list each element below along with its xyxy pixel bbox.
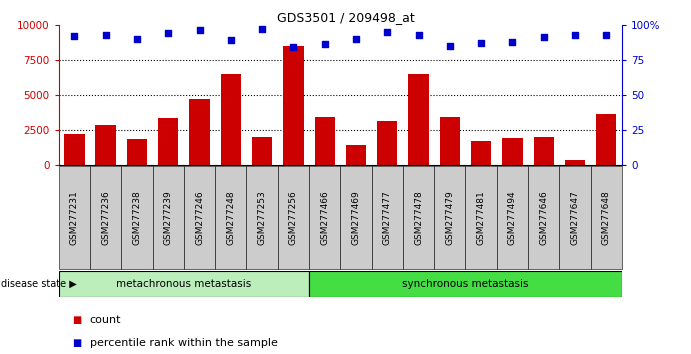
Text: GSM277246: GSM277246 <box>195 190 204 245</box>
Text: percentile rank within the sample: percentile rank within the sample <box>90 338 278 348</box>
Bar <box>340 166 372 269</box>
Text: GSM277646: GSM277646 <box>539 190 548 245</box>
Text: GSM277239: GSM277239 <box>164 190 173 245</box>
Point <box>100 32 111 38</box>
Bar <box>408 74 428 165</box>
Point <box>413 32 424 38</box>
Point <box>131 36 142 41</box>
Text: GDS3501 / 209498_at: GDS3501 / 209498_at <box>276 11 415 24</box>
Text: synchronous metastasis: synchronous metastasis <box>402 279 529 289</box>
Bar <box>126 139 147 165</box>
Bar <box>252 137 272 165</box>
Point <box>444 43 455 48</box>
Bar <box>122 166 153 269</box>
Bar <box>346 145 366 165</box>
Bar <box>471 141 491 165</box>
Text: GSM277648: GSM277648 <box>602 190 611 245</box>
Text: disease state ▶: disease state ▶ <box>1 279 77 289</box>
Bar <box>565 160 585 165</box>
Text: GSM277647: GSM277647 <box>571 190 580 245</box>
Point <box>225 37 236 43</box>
Point <box>475 40 486 46</box>
Bar <box>215 166 247 269</box>
Bar <box>283 46 303 165</box>
Text: metachronous metastasis: metachronous metastasis <box>116 279 252 289</box>
Text: GSM277236: GSM277236 <box>101 190 110 245</box>
Point <box>381 29 392 35</box>
Bar <box>403 166 434 269</box>
Bar <box>377 121 397 165</box>
Text: GSM277256: GSM277256 <box>289 190 298 245</box>
Point <box>538 35 549 40</box>
Point <box>69 33 80 39</box>
Bar <box>90 166 122 269</box>
Bar <box>95 125 116 165</box>
Point <box>350 36 361 41</box>
Point <box>194 28 205 33</box>
Bar <box>466 166 497 269</box>
Text: GSM277238: GSM277238 <box>133 190 142 245</box>
Bar <box>64 134 84 165</box>
Bar <box>502 138 522 165</box>
Bar <box>434 166 466 269</box>
Bar <box>309 166 340 269</box>
Bar <box>184 166 215 269</box>
Bar <box>497 166 528 269</box>
Text: GSM277478: GSM277478 <box>414 190 423 245</box>
Bar <box>591 166 622 269</box>
Text: GSM277469: GSM277469 <box>352 190 361 245</box>
Text: count: count <box>90 315 122 325</box>
Point <box>162 30 173 36</box>
Bar <box>309 271 622 297</box>
Text: GSM277248: GSM277248 <box>227 190 236 245</box>
Bar <box>533 137 554 165</box>
Point <box>319 41 330 47</box>
Point <box>507 39 518 44</box>
Bar <box>220 74 241 165</box>
Point <box>256 26 267 32</box>
Text: ■: ■ <box>73 338 82 348</box>
Bar <box>439 117 460 165</box>
Bar <box>528 166 559 269</box>
Bar <box>314 117 335 165</box>
Text: GSM277481: GSM277481 <box>477 190 486 245</box>
Point <box>569 32 580 38</box>
Bar <box>158 119 178 165</box>
Text: GSM277466: GSM277466 <box>320 190 329 245</box>
Text: GSM277479: GSM277479 <box>445 190 454 245</box>
Bar <box>59 271 309 297</box>
Text: GSM277494: GSM277494 <box>508 190 517 245</box>
Point <box>288 44 299 50</box>
Bar <box>596 114 616 165</box>
Text: GSM277231: GSM277231 <box>70 190 79 245</box>
Text: ■: ■ <box>73 315 82 325</box>
Bar <box>189 99 209 165</box>
Bar <box>372 166 403 269</box>
Text: GSM277477: GSM277477 <box>383 190 392 245</box>
Bar <box>59 166 90 269</box>
Bar <box>153 166 184 269</box>
Bar <box>247 166 278 269</box>
Bar <box>278 166 309 269</box>
Text: GSM277253: GSM277253 <box>258 190 267 245</box>
Point <box>600 32 612 38</box>
Bar <box>559 166 591 269</box>
